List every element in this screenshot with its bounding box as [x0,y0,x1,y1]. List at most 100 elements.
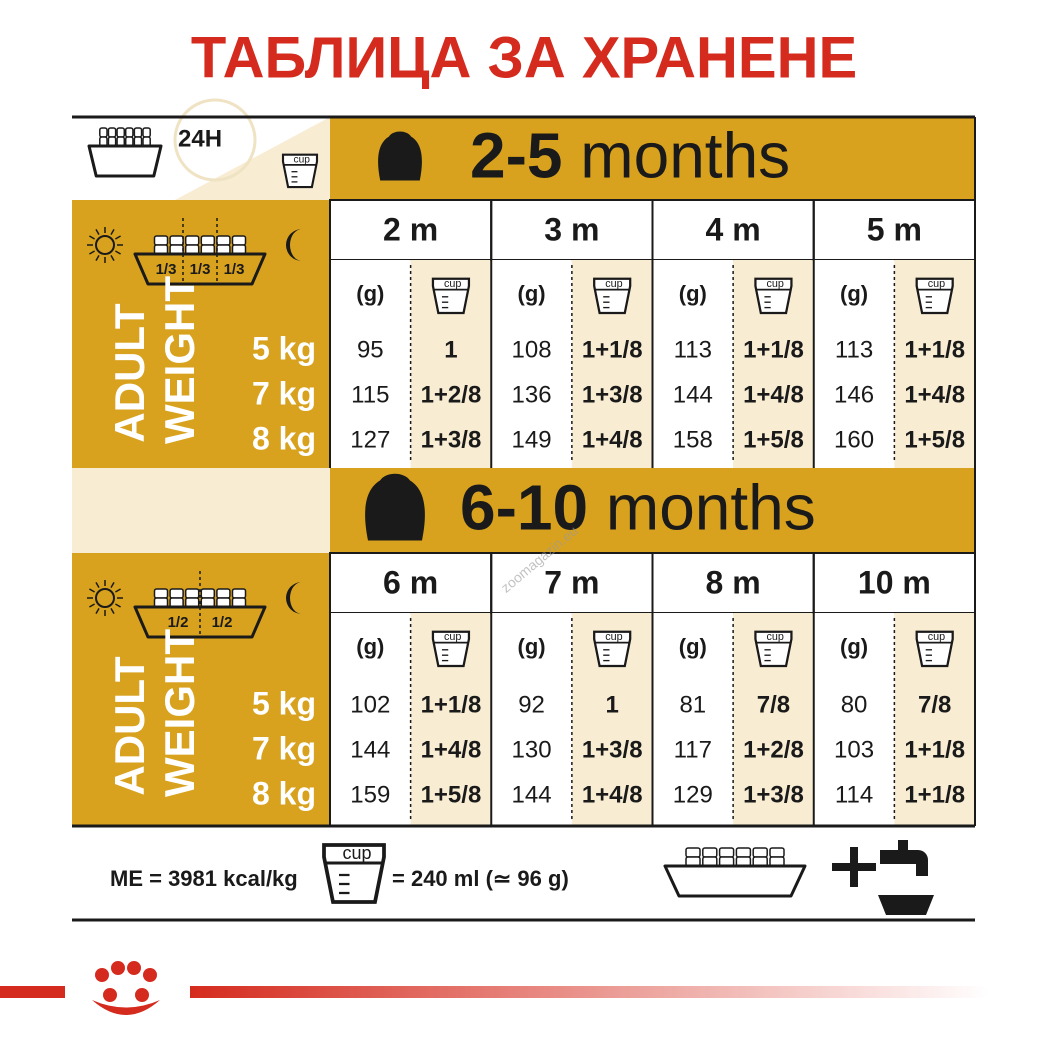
grams-column [813,260,895,468]
grams-value: 102 [350,691,390,718]
cup-icon: cup [915,277,954,315]
dog-icon [365,473,425,541]
cups-value: 7/8 [918,691,951,718]
sun-ray [110,255,115,261]
cup-icon: cup [322,843,386,904]
grams-value: 92 [518,691,545,718]
cup-outline [431,277,471,315]
kibble [142,127,151,138]
grams-unit: (g) [840,281,868,306]
brand-line-right [190,986,990,998]
energy-label: ME = 3981 kcal/kg [110,866,298,891]
kibble [216,235,231,246]
section-unit: months [580,119,790,191]
sun-ray [89,603,95,608]
grams-value: 95 [357,336,384,363]
cup-icon: cup [915,630,954,668]
grams-value: 114 [835,781,873,808]
section-header [330,468,975,553]
sun-ray [95,582,100,588]
sun-ray [95,608,100,614]
sun-ray [110,582,115,588]
cups-value: 1+5/8 [421,781,482,808]
month-cell [329,552,493,614]
weight-value: 7 kg [252,730,316,766]
cup-icon: cup [754,630,793,668]
sun-ray [110,608,115,614]
cup-label: cup [293,154,310,165]
kibble [200,588,216,599]
cup-outline [593,277,632,315]
grams-value: 158 [673,426,713,453]
cup-label: cup [928,631,945,643]
section-title: 2-5 months [470,119,790,191]
cup-outline [754,277,793,315]
sun-ray [115,588,121,593]
bowl [663,864,807,898]
kibble [169,588,184,599]
bowl-icon: 1/2 1/2 [133,571,267,639]
grams-column [491,260,572,468]
weight-label: WEIGHT [156,629,203,797]
month-label: 2 m [383,211,438,247]
kibble [133,127,143,138]
moon-icon [286,229,302,261]
meal-fraction: 1/2 [212,614,233,631]
kibble [107,127,117,138]
meal-fraction: 1/3 [190,261,211,278]
dog-silhouette [378,131,422,181]
section-age: 2-5 [470,119,563,191]
cups-value: 1+1/8 [743,336,804,363]
grams-column [652,260,734,468]
grams-value: 160 [834,426,874,453]
sun-ray [110,229,115,235]
grams-value: 80 [841,691,868,718]
hours-label: 24H [178,125,222,152]
cup-outline [754,630,793,668]
month-label: 8 m [706,564,761,600]
cups-value: 1+1/8 [904,336,965,363]
kibble [99,127,108,138]
cup-label: cup [928,278,945,290]
grams-value: 136 [512,381,552,408]
adult-label: ADULT [106,303,153,443]
grams-value: 81 [679,691,706,718]
grams-value: 127 [350,426,390,453]
bowl [87,144,163,178]
grams-value: 144 [673,381,713,408]
cup-label: cup [767,278,784,290]
grams-value: 144 [512,781,552,808]
dog-icon [378,131,422,181]
month-label: 5 m [867,211,922,247]
sun-ray [95,255,100,261]
kibble [216,588,231,599]
meal-fraction: 1/3 [224,261,245,278]
month-label: 6 m [383,564,438,600]
cup-icon: cup [431,277,471,315]
clock-icon [173,98,257,182]
section-age: 6-10 [460,471,588,543]
cups-value: 1+4/8 [904,381,965,408]
cups-value: 1+5/8 [743,426,804,453]
month-label: 3 m [544,211,599,247]
cups-value: 1+2/8 [743,736,804,763]
cup-icon: cup [593,630,632,668]
moon-icon [286,582,302,614]
cups-value: 1+2/8 [421,381,482,408]
cups-value: 1+1/8 [582,336,643,363]
grams-unit: (g) [356,634,384,659]
kibble [153,235,169,246]
sun-ray [89,235,95,240]
kibble [124,127,134,138]
crown-dot [127,961,141,975]
cups-value: 1+4/8 [421,736,482,763]
month-label: 7 m [544,564,599,600]
cups-value: 1+4/8 [582,781,643,808]
month-cell [490,552,654,614]
cups-value: 1+4/8 [743,381,804,408]
grams-unit: (g) [518,634,546,659]
grams-value: 146 [834,381,874,408]
cup-label: cup [342,843,371,863]
cups-value: 1+3/8 [582,736,643,763]
grams-value: 159 [350,781,390,808]
